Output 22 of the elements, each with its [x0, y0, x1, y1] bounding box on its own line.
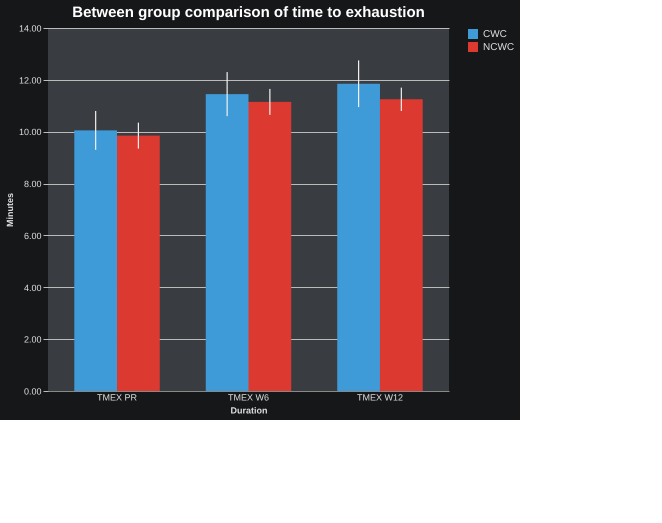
y-tick-label: 12.00	[18, 75, 42, 86]
bar	[117, 136, 160, 391]
bar	[248, 102, 292, 391]
bar	[74, 130, 118, 391]
x-tick-label: TMEX W6	[228, 392, 270, 402]
bar	[380, 99, 423, 391]
bar	[337, 84, 380, 391]
legend-label: CWC	[483, 29, 507, 40]
y-tick-label: 6.00	[24, 230, 42, 241]
y-tick-label: 2.00	[24, 334, 42, 345]
y-tick-label: 4.00	[24, 282, 42, 293]
legend-label: NCWC	[483, 42, 514, 53]
y-axis-title: Minutes	[4, 192, 15, 228]
chart-title: Between group comparison of time to exhaustion	[72, 4, 425, 21]
y-tick-label: 0.00	[24, 386, 42, 396]
y-tick-label: 8.00	[24, 179, 42, 190]
bar	[206, 94, 248, 391]
y-tick-label: 14.00	[18, 24, 42, 34]
x-tick-label: TMEX W12	[356, 392, 403, 402]
x-axis-title: Duration	[230, 406, 268, 416]
y-tick-label: 10.00	[18, 127, 42, 138]
x-tick-label: TMEX PR	[97, 392, 138, 402]
